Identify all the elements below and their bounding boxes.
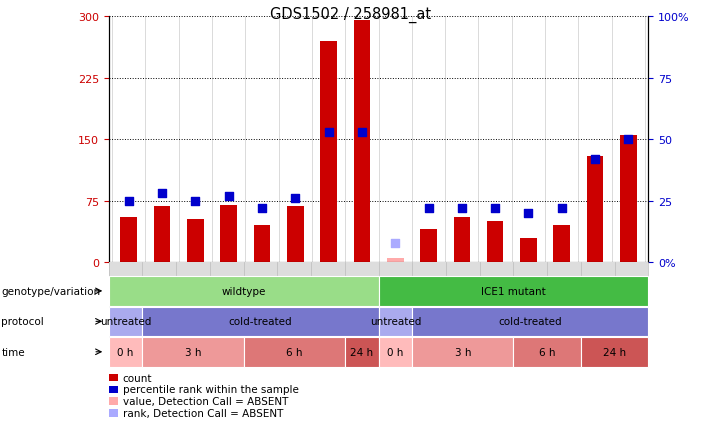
Text: ICE1 mutant: ICE1 mutant (481, 286, 546, 296)
Text: 24 h: 24 h (350, 347, 373, 357)
Text: GDS1502 / 258981_at: GDS1502 / 258981_at (270, 7, 431, 23)
Bar (121, 217, 137, 263)
Point (390, 240, 401, 247)
Point (156, 191, 168, 197)
Text: percentile rank within the sample: percentile rank within the sample (123, 385, 299, 395)
Point (556, 205, 567, 212)
Text: count: count (123, 373, 152, 383)
Text: 0 h: 0 h (387, 347, 404, 357)
Text: 24 h: 24 h (603, 347, 626, 357)
Bar (287, 207, 304, 263)
Point (523, 210, 534, 217)
Point (456, 205, 468, 212)
Bar (320, 42, 337, 263)
Bar (353, 21, 370, 263)
Bar (554, 226, 570, 263)
Point (622, 136, 634, 143)
Bar (420, 230, 437, 263)
Text: 6 h: 6 h (539, 347, 555, 357)
Text: cold-treated: cold-treated (229, 317, 292, 326)
Point (257, 205, 268, 212)
Point (223, 193, 234, 200)
Text: cold-treated: cold-treated (498, 317, 562, 326)
Text: 0 h: 0 h (117, 347, 134, 357)
Bar (520, 238, 537, 263)
Text: value, Detection Call = ABSENT: value, Detection Call = ABSENT (123, 396, 288, 406)
Point (290, 195, 301, 202)
Point (590, 156, 601, 163)
Bar (620, 136, 637, 263)
Bar (387, 259, 404, 263)
Point (356, 129, 367, 136)
Bar (220, 205, 237, 263)
Text: 3 h: 3 h (185, 347, 201, 357)
Point (489, 205, 501, 212)
Point (190, 198, 201, 205)
Point (423, 205, 434, 212)
Bar (154, 207, 170, 263)
Text: 6 h: 6 h (286, 347, 302, 357)
Bar (187, 219, 203, 263)
Bar (254, 226, 271, 263)
Text: genotype/variation: genotype/variation (1, 286, 100, 296)
Text: 3 h: 3 h (455, 347, 471, 357)
Text: wildtype: wildtype (222, 286, 266, 296)
Text: untreated: untreated (369, 317, 421, 326)
Text: protocol: protocol (1, 317, 44, 326)
Point (123, 198, 135, 205)
Bar (486, 222, 503, 263)
Text: rank, Detection Call = ABSENT: rank, Detection Call = ABSENT (123, 408, 283, 418)
Bar (454, 217, 470, 263)
Text: untreated: untreated (100, 317, 151, 326)
Bar (587, 156, 604, 263)
Text: time: time (1, 347, 25, 357)
Point (323, 129, 334, 136)
